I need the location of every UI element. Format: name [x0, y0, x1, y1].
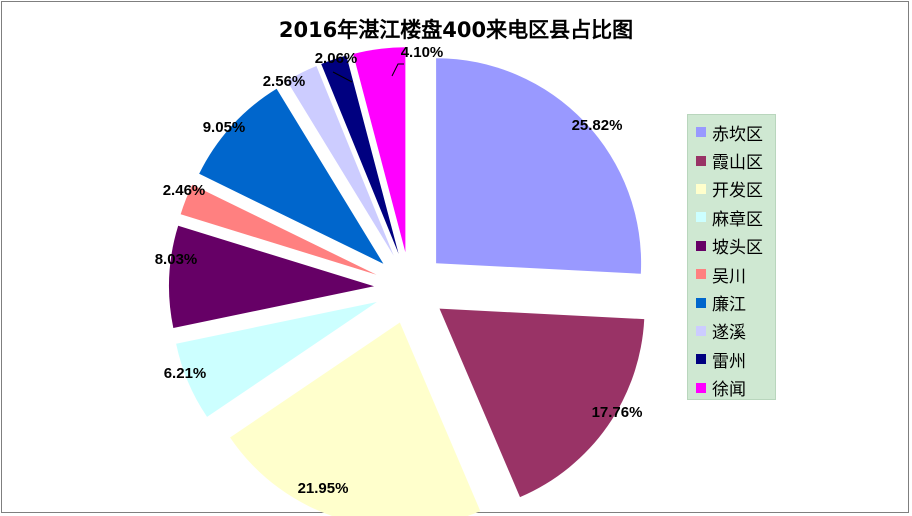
- pie-slice: [439, 308, 645, 498]
- legend-item: 霞山区: [688, 146, 775, 174]
- legend-item: 徐闻: [688, 374, 775, 402]
- legend-swatch: [696, 127, 706, 138]
- legend-label: 徐闻: [712, 380, 746, 401]
- legend-label: 廉江: [712, 295, 746, 316]
- data-label: 8.03%: [155, 251, 198, 268]
- legend-swatch: [696, 212, 706, 223]
- legend-label: 遂溪: [712, 323, 746, 344]
- data-label: 2.56%: [263, 73, 306, 90]
- legend-swatch: [696, 155, 706, 166]
- legend-swatch: [696, 269, 706, 280]
- legend-item: 赤坎区: [688, 118, 775, 146]
- chart-title: 2016年湛江楼盘400来电区县占比图: [278, 18, 634, 42]
- legend-item: 吴川: [688, 260, 775, 288]
- legend-label: 麻章区: [712, 209, 763, 230]
- pie-slice: [353, 47, 406, 253]
- legend-swatch: [696, 325, 706, 336]
- legend-item: 坡头区: [688, 232, 775, 260]
- data-label: 6.21%: [164, 365, 207, 382]
- data-label: 4.10%: [401, 44, 444, 61]
- data-label: 9.05%: [203, 119, 246, 136]
- legend: 赤坎区 霞山区 开发区 麻章区 坡头区 吴川 廉江 遂溪 雷州 徐闻: [687, 114, 776, 400]
- legend-label: 坡头区: [712, 238, 763, 259]
- legend-item: 麻章区: [688, 203, 775, 231]
- pie-slice: [230, 322, 481, 516]
- legend-swatch: [696, 297, 706, 308]
- legend-swatch: [696, 183, 706, 194]
- leader-line: [391, 63, 404, 77]
- legend-swatch: [696, 240, 706, 251]
- pie-slice: [321, 55, 399, 254]
- data-label: 17.76%: [592, 404, 643, 421]
- pie-slice: [436, 58, 642, 274]
- leader-line: [332, 71, 353, 83]
- data-label: 2.06%: [315, 50, 358, 67]
- legend-swatch: [696, 382, 706, 393]
- legend-item: 雷州: [688, 345, 775, 373]
- data-label: 25.82%: [572, 117, 623, 134]
- legend-item: 廉江: [688, 288, 775, 316]
- data-label: 2.46%: [163, 182, 206, 199]
- pie-slice: [286, 66, 394, 256]
- pie-slice: [199, 88, 384, 264]
- legend-label: 赤坎区: [712, 124, 763, 145]
- data-label: 21.95%: [298, 480, 349, 497]
- legend-item: 遂溪: [688, 317, 775, 345]
- pie-slice: [180, 184, 377, 275]
- legend-label: 开发区: [712, 181, 763, 202]
- legend-item: 开发区: [688, 175, 775, 203]
- legend-label: 雷州: [712, 351, 746, 372]
- pie-slice: [169, 225, 375, 328]
- legend-swatch: [696, 354, 706, 365]
- legend-label: 霞山区: [712, 153, 763, 174]
- legend-label: 吴川: [712, 266, 746, 287]
- pie-slice: [176, 302, 377, 417]
